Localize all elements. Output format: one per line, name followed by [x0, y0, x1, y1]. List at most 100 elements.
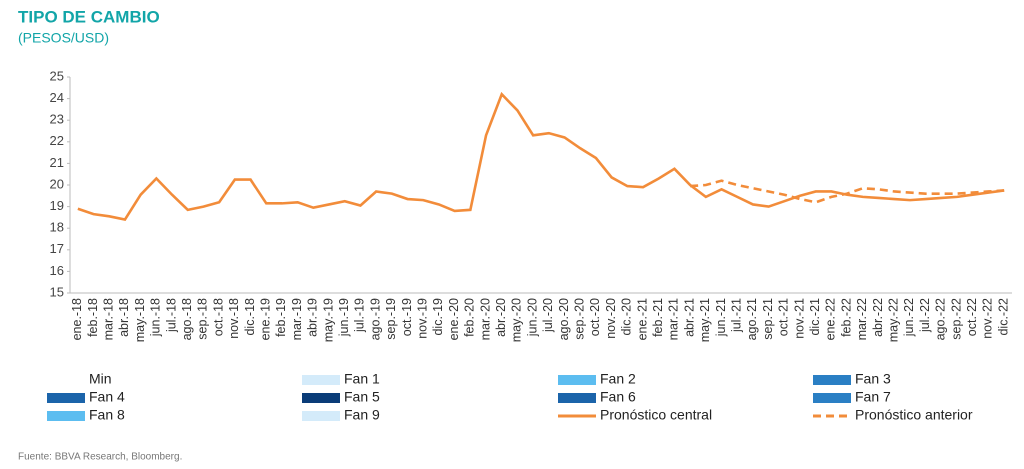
x-tick-label: abr.-22 — [871, 298, 885, 337]
x-tick-label: oct.-21 — [777, 298, 791, 336]
legend-swatch — [302, 393, 340, 403]
x-tick-label: feb.-20 — [463, 298, 477, 337]
line — [690, 179, 1005, 204]
y-tick-label: 15 — [50, 284, 64, 299]
x-tick-label: mar.-22 — [855, 298, 869, 340]
legend-item: Fan 4 — [47, 389, 125, 405]
legend-label: Min — [89, 371, 112, 387]
x-tick-label: feb.-19 — [274, 298, 288, 337]
x-tick-label: ene.-20 — [447, 298, 461, 340]
legend-label: Fan 5 — [344, 389, 380, 405]
x-tick-label: may.-22 — [887, 298, 901, 342]
line — [77, 91, 1005, 222]
x-tick-label: ago.-21 — [745, 298, 759, 340]
x-tick-label: dic.-19 — [431, 298, 445, 336]
x-tick-label: nov.-20 — [604, 298, 618, 339]
x-tick-label: jul.-22 — [918, 298, 932, 333]
x-tick-label: dic.-21 — [808, 298, 822, 336]
y-tick-label: 22 — [50, 133, 64, 148]
fan-area — [674, 0, 1005, 293]
x-tick-label: ago.-22 — [934, 298, 948, 340]
legend-item: Fan 9 — [302, 407, 380, 423]
x-tick-label: ene.-21 — [635, 298, 649, 340]
x-tick-label: sep.-21 — [761, 298, 775, 340]
x-tick-label: jul.-19 — [353, 298, 367, 333]
legend-label: Pronóstico anterior — [855, 407, 973, 423]
x-tick-label: ago.-19 — [368, 298, 382, 340]
legend-item: Fan 8 — [47, 407, 125, 423]
x-tick-label: abr.-18 — [117, 298, 131, 337]
y-tick-label: 16 — [50, 263, 64, 278]
legend-item: Fan 6 — [558, 389, 636, 405]
x-tick-label: sep.-20 — [573, 298, 587, 340]
legend-label: Fan 1 — [344, 371, 380, 387]
x-tick-label: nov.-18 — [227, 298, 241, 339]
y-tick-label: 19 — [50, 198, 64, 213]
legend-item: Pronóstico anterior — [813, 407, 973, 423]
legend-swatch — [558, 393, 596, 403]
x-tick-label: feb.-21 — [651, 298, 665, 337]
legend-swatch — [813, 393, 851, 403]
x-tick-label: feb.-18 — [86, 298, 100, 337]
legend-item: Fan 7 — [813, 389, 891, 405]
legend-item: Pronóstico central — [558, 407, 712, 423]
x-tick-label: mar.-19 — [290, 298, 304, 340]
x-tick-label: abr.-19 — [306, 298, 320, 337]
x-tick-label: oct.-18 — [211, 298, 225, 336]
x-tick-label: jun.-21 — [714, 298, 728, 337]
x-tick-label: jun.-22 — [902, 298, 916, 337]
x-tick-label: dic.-18 — [243, 298, 257, 336]
x-tick-label: ene.-19 — [259, 298, 273, 340]
y-tick-label: 18 — [50, 220, 64, 235]
x-tick-label: jul.-20 — [541, 298, 555, 333]
x-tick-label: may.-19 — [321, 298, 335, 342]
x-tick-label: ago.-20 — [557, 298, 571, 340]
x-tick-label: ene.-18 — [70, 298, 84, 340]
x-tick-label: dic.-20 — [620, 298, 634, 336]
legend-label: Fan 8 — [89, 407, 125, 423]
x-tick-label: ago.-18 — [180, 298, 194, 340]
x-tick-label: ene.-22 — [824, 298, 838, 340]
y-tick-label: 17 — [50, 241, 64, 256]
y-tick-label: 24 — [50, 90, 64, 105]
legend-swatch — [302, 375, 340, 385]
x-tick-label: mar.-20 — [478, 298, 492, 340]
x-tick-label: nov.-22 — [981, 298, 995, 339]
x-tick-label: may.-21 — [698, 298, 712, 342]
legend-label: Fan 6 — [600, 389, 636, 405]
x-tick-label: oct.-20 — [588, 298, 602, 336]
x-tick-label: oct.-19 — [400, 298, 414, 336]
x-tick-label: jul.-18 — [164, 298, 178, 333]
x-tick-label: jun.-20 — [525, 298, 539, 337]
legend-label: Fan 9 — [344, 407, 380, 423]
source-note: Fuente: BBVA Research, Bloomberg. — [18, 452, 182, 463]
legend-label: Fan 7 — [855, 389, 891, 405]
legend-item: Fan 1 — [302, 371, 380, 387]
legend-swatch — [47, 411, 85, 421]
legend-label: Fan 3 — [855, 371, 891, 387]
x-tick-label: feb.-22 — [839, 298, 853, 337]
chart-subtitle: (PESOS/USD) — [18, 30, 109, 46]
legend-swatch — [558, 375, 596, 385]
y-tick-label: 25 — [50, 68, 64, 83]
y-tick-label: 23 — [50, 112, 64, 127]
y-tick-label: 21 — [50, 155, 64, 170]
x-tick-label: mar.-21 — [667, 298, 681, 340]
legend-label: Pronóstico central — [600, 407, 712, 423]
legend-swatch — [302, 411, 340, 421]
legend-label: Fan 4 — [89, 389, 125, 405]
x-tick-label: abr.-20 — [494, 298, 508, 337]
x-tick-label: jun.-19 — [337, 298, 351, 337]
x-tick-label: sep.-18 — [196, 298, 210, 340]
legend-item: Fan 5 — [302, 389, 380, 405]
x-tick-label: dic.-22 — [996, 298, 1010, 336]
x-tick-label: may.-20 — [510, 298, 524, 342]
x-tick-label: sep.-19 — [384, 298, 398, 340]
legend-item: Fan 2 — [558, 371, 636, 387]
x-tick-label: mar.-18 — [102, 298, 116, 340]
x-tick-label: sep.-22 — [949, 298, 963, 340]
x-tick-label: oct.-22 — [965, 298, 979, 336]
legend-swatch — [47, 393, 85, 403]
legend-swatch — [47, 375, 85, 385]
